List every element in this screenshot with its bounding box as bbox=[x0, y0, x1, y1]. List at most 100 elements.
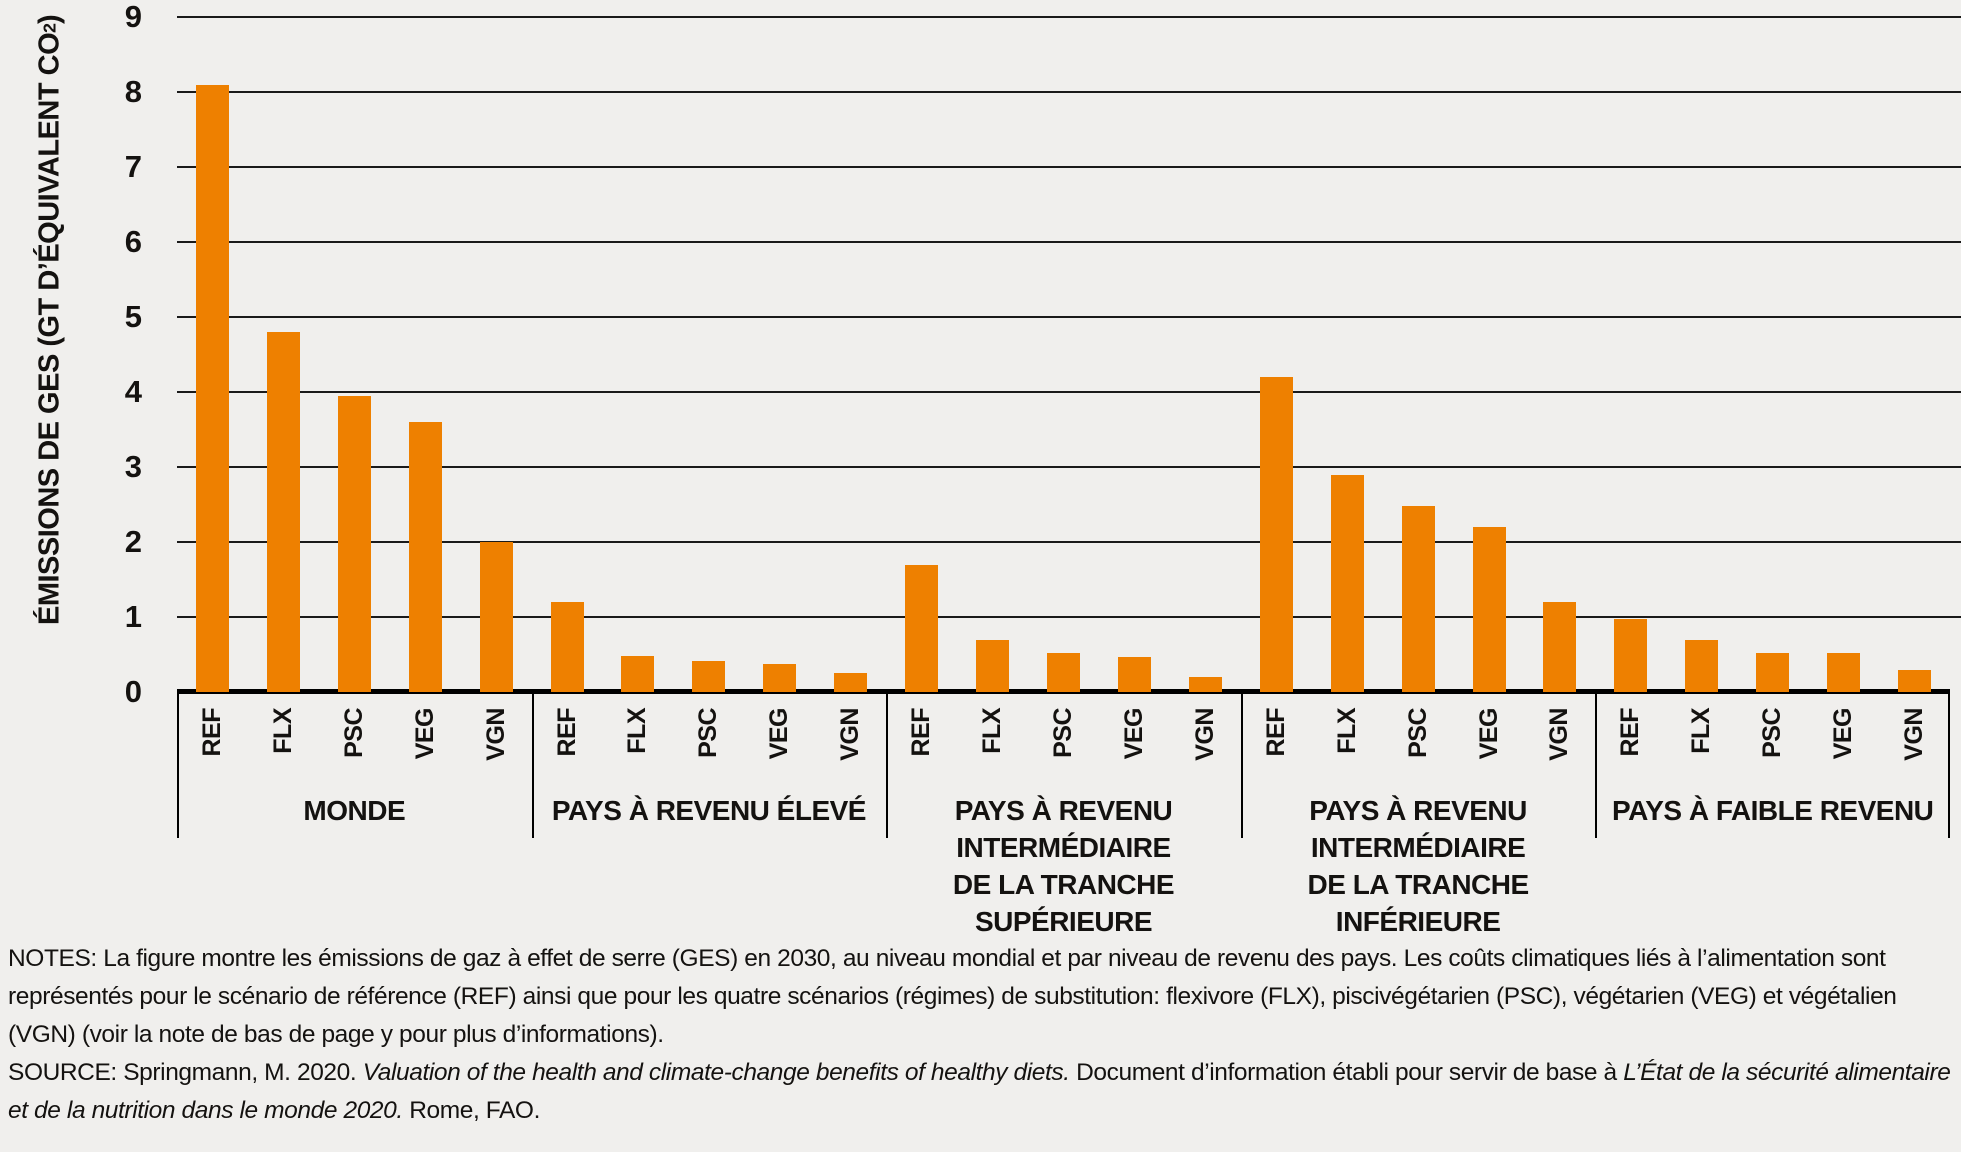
y-tick-label: 9 bbox=[124, 0, 142, 34]
bar-vgn bbox=[1898, 669, 1932, 692]
bar-ref bbox=[1614, 619, 1648, 692]
bar-psc bbox=[1756, 653, 1790, 692]
group-separator-line bbox=[531, 692, 534, 838]
bar-tick-label: PSC bbox=[673, 708, 744, 772]
gridline bbox=[177, 466, 1961, 468]
bar-tick-label: PSC bbox=[1383, 708, 1454, 772]
y-axis-title: ÉMISSIONS DE GES (GT D’ÉQUIVALENT CO 2) bbox=[30, 15, 70, 626]
bar-psc bbox=[1046, 653, 1080, 692]
source-middle: Document d’information établi pour servi… bbox=[1069, 1059, 1624, 1086]
bar-tick-label-text: VEG bbox=[1829, 708, 1858, 760]
bar-tick-label: REF bbox=[177, 708, 248, 772]
bar-veg bbox=[1117, 656, 1151, 692]
bar-tick-label-text: VEG bbox=[765, 708, 794, 760]
bar-tick-label-text: VGN bbox=[1190, 708, 1219, 761]
bar-flx bbox=[1330, 474, 1364, 692]
group-label-line: MONDE bbox=[303, 795, 406, 826]
x-axis-area: REF FLX PSC VEG VGN MONDE REF FLX PSC VEG VGN PAYS … bbox=[177, 692, 1950, 937]
bar-group bbox=[177, 17, 532, 692]
bar-tick-label: FLX bbox=[1666, 708, 1737, 772]
y-tick-label: 4 bbox=[124, 374, 142, 410]
bar-tick-label: REF bbox=[532, 708, 603, 772]
bar-tick-label-text: VEG bbox=[410, 708, 439, 760]
bar-veg bbox=[763, 664, 797, 692]
bar-tick-label-text: REF bbox=[1616, 708, 1645, 757]
bar-tick-label: PSC bbox=[1028, 708, 1099, 772]
source-text: SOURCE: Springmann, M. 2020. Valuation o… bbox=[8, 1054, 1953, 1130]
bar-veg bbox=[1472, 527, 1506, 692]
bar-tick-label-text: PSC bbox=[1403, 708, 1432, 758]
bar-flx bbox=[621, 656, 655, 692]
group-label-line: DE LA TRANCHE INFÉRIEURE bbox=[1307, 869, 1530, 937]
bar-tick-label-text: VEG bbox=[1119, 708, 1148, 760]
bar-tick-label-text: REF bbox=[552, 708, 581, 757]
bar-group bbox=[1595, 17, 1950, 692]
gridline bbox=[177, 391, 1961, 394]
bar-veg bbox=[1827, 653, 1861, 692]
y-tick-label: 6 bbox=[124, 224, 142, 260]
bar-tick-label: FLX bbox=[957, 708, 1028, 772]
bar-tick-label-text: FLX bbox=[268, 708, 297, 754]
bar-vgn bbox=[1188, 677, 1222, 692]
bar-tick-label: FLX bbox=[248, 708, 319, 772]
bar-ref bbox=[1259, 377, 1293, 692]
y-tick-label: 7 bbox=[124, 149, 142, 184]
bar-psc bbox=[692, 660, 726, 692]
y-tick-label: 0 bbox=[124, 674, 142, 709]
bar-tick-label-text: PSC bbox=[694, 708, 723, 758]
bar-ref bbox=[550, 602, 584, 692]
bar-tick-label: VEG bbox=[744, 708, 815, 772]
group-label-line: DE LA TRANCHE SUPÉRIEURE bbox=[952, 869, 1175, 937]
notes-text: NOTES: La figure montre les émissions de… bbox=[8, 945, 1897, 1048]
bar-tick-label: VEG bbox=[1099, 708, 1170, 772]
y-tick-label: 1 bbox=[124, 599, 142, 635]
y-tick-label: 8 bbox=[124, 74, 142, 110]
gridline bbox=[177, 241, 1961, 243]
gridline bbox=[177, 316, 1961, 318]
group-label-line: PAYS À FAIBLE REVENU bbox=[1611, 795, 1934, 826]
group-label: PAYS À REVENU INTERMÉDIAIRE DE LA TRANCHE… bbox=[1241, 792, 1596, 940]
bar-veg bbox=[408, 422, 442, 692]
bar-tick-label: VGN bbox=[1879, 708, 1950, 772]
source-italic-report: L’État de la sécurité alimentaire et de … bbox=[8, 1059, 1951, 1124]
group-label: PAYS À REVENU INTERMÉDIAIRE DE LA TRANCHE… bbox=[886, 792, 1241, 940]
bar-vgn bbox=[1543, 602, 1577, 692]
y-axis-title-text: ÉMISSIONS DE GES (GT D’ÉQUIVALENT CO bbox=[33, 33, 66, 626]
bar-group bbox=[1241, 17, 1596, 692]
bar-psc bbox=[337, 395, 371, 692]
bar-tick-label-text: VGN bbox=[1900, 708, 1929, 761]
group-label-line: PAYS À REVENU INTERMÉDIAIRE bbox=[1309, 795, 1527, 863]
bar-tick-label: REF bbox=[1595, 708, 1666, 772]
group-separator-line bbox=[886, 692, 889, 838]
group-separator-line bbox=[1240, 692, 1243, 838]
bar-ref bbox=[195, 84, 229, 692]
y-tick-label: 3 bbox=[124, 449, 142, 485]
gridline bbox=[177, 16, 1961, 18]
bar-tick-label-text: PSC bbox=[339, 708, 368, 758]
gridline bbox=[177, 541, 1961, 544]
bar-tick-label: REF bbox=[886, 708, 957, 772]
bar-tick-label: REF bbox=[1241, 708, 1312, 772]
bar-vgn bbox=[834, 672, 868, 692]
bar-tick-label: PSC bbox=[319, 708, 390, 772]
group-label: PAYS À FAIBLE REVENU bbox=[1595, 792, 1950, 829]
group-separator-line bbox=[1595, 692, 1598, 838]
bar-group bbox=[886, 17, 1241, 692]
bar-tick-label: PSC bbox=[1737, 708, 1808, 772]
bar-tick-label-text: PSC bbox=[1048, 708, 1077, 758]
gridline bbox=[177, 166, 1961, 168]
bar-tick-label: VEG bbox=[390, 708, 461, 772]
gridline bbox=[177, 616, 1961, 619]
bar-tick-label-text: FLX bbox=[623, 708, 652, 754]
bar-tick-label-text: REF bbox=[1261, 708, 1290, 757]
gridline bbox=[177, 91, 1961, 94]
bar-vgn bbox=[479, 542, 513, 692]
y-tick-label: 5 bbox=[124, 299, 142, 334]
bar-tick-label-text: VGN bbox=[1545, 708, 1574, 761]
bar-tick-label-text: FLX bbox=[978, 708, 1007, 754]
bar-group bbox=[532, 17, 887, 692]
source-prefix: SOURCE: Springmann, M. 2020. bbox=[8, 1059, 363, 1086]
group-separator-line bbox=[1948, 692, 1950, 838]
plot-area: 0 1 2 3 4 5 6 7 8 9 bbox=[125, 0, 1961, 709]
